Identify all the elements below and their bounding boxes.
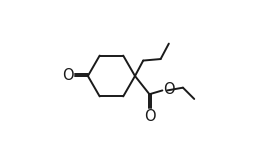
Text: O: O — [62, 69, 74, 83]
Text: O: O — [163, 82, 175, 97]
Text: O: O — [144, 109, 156, 124]
